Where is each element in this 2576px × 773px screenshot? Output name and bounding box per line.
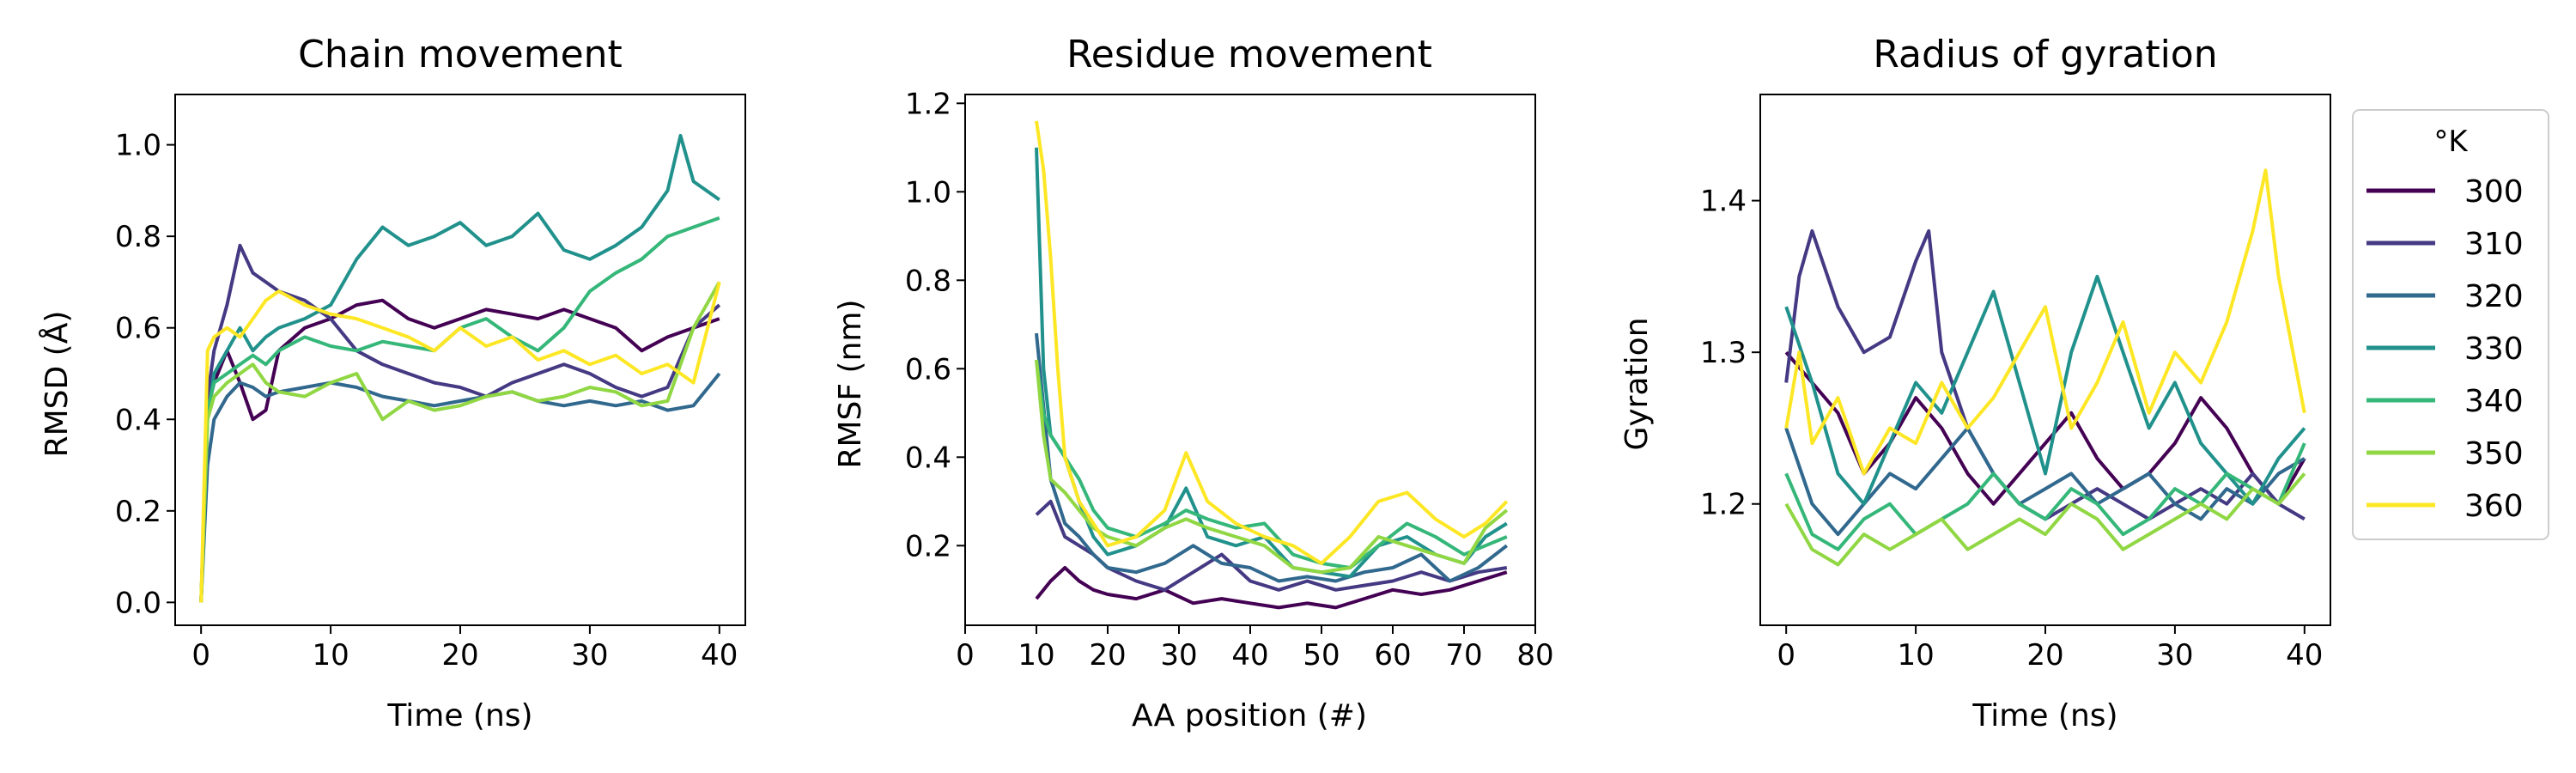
x-tick-label: 20 <box>441 638 478 673</box>
series-group <box>1784 168 2306 567</box>
x-tick-label: 30 <box>2156 638 2193 673</box>
y-axis-label: RMSD (Å) <box>38 311 75 458</box>
x-tick-label: 10 <box>1897 638 1934 673</box>
series-line-340 <box>199 216 720 603</box>
legend-label-330: 330 <box>2464 332 2524 367</box>
y-tick-label: 0.8 <box>905 264 951 298</box>
series-line-360 <box>1035 120 1509 565</box>
series-line-350 <box>199 281 721 603</box>
y-tick-label: 0.2 <box>115 495 161 529</box>
y-tick-label: 0.4 <box>115 403 161 437</box>
y-tick-label: 0.8 <box>115 220 161 254</box>
y-axis-label: RMSF (nm) <box>833 299 868 468</box>
legend-frame <box>2352 109 2549 540</box>
series-line-320 <box>1035 332 1509 583</box>
y-tick-label: 0.2 <box>905 529 951 563</box>
x-tick-label: 0 <box>956 638 975 673</box>
y-ticks: 0.0 0.2 0.4 0.6 0.8 1.0 <box>115 129 175 620</box>
x-tick-label: 20 <box>1089 638 1126 673</box>
series-line-300 <box>199 298 720 603</box>
series-line-300 <box>1035 566 1508 610</box>
series-line-330 <box>1784 274 2306 506</box>
y-tick-label: 1.0 <box>115 129 161 163</box>
y-ticks: 1.2 1.3 1.4 <box>1700 185 1760 522</box>
y-tick-label: 0.6 <box>115 312 161 346</box>
y-tick-label: 0.6 <box>905 352 951 386</box>
x-tick-label: 40 <box>1231 638 1268 673</box>
x-tick-label: 30 <box>571 638 608 673</box>
series-line-330 <box>1035 147 1508 579</box>
x-axis-label: AA position (#) <box>1132 698 1367 733</box>
y-tick-label: 0.4 <box>905 441 951 475</box>
series-line-320 <box>199 372 721 603</box>
legend-label-360: 360 <box>2464 489 2524 524</box>
x-tick-label: 50 <box>1303 638 1340 673</box>
x-tick-label: 20 <box>2026 638 2063 673</box>
y-ticks: 0.2 0.4 0.6 0.8 1.0 1.2 <box>905 87 965 563</box>
x-tick-label: 80 <box>1516 638 1553 673</box>
y-axis-label: Gyration <box>1619 317 1655 450</box>
chart-title: Radius of gyration <box>1873 33 2217 76</box>
plot-frame <box>964 94 1536 626</box>
chart-title: Residue movement <box>1066 33 1432 76</box>
series-line-340 <box>1035 359 1508 569</box>
series-line-320 <box>1784 426 2306 537</box>
chart-title: Chain movement <box>298 33 623 76</box>
x-axis-label: Time (ns) <box>1971 698 2117 733</box>
series-line-310 <box>199 243 721 603</box>
series-line-360 <box>1784 168 2306 476</box>
panel-radius-of-gyration: Radius of gyration Time (ns) Gyration 0 1… <box>1619 33 2331 733</box>
x-ticks: 0 10 20 30 40 50 60 70 80 <box>956 625 1554 673</box>
x-axis-label: Time (ns) <box>386 698 532 733</box>
x-tick-label: 0 <box>1777 638 1795 673</box>
y-tick-label: 0.0 <box>115 586 161 620</box>
series-line-330 <box>199 133 720 603</box>
x-ticks: 0 10 20 30 40 <box>1777 625 2323 673</box>
legend: °K 300 310 320 330 340 350 360 <box>2352 109 2549 540</box>
y-tick-label: 1.0 <box>905 175 951 210</box>
legend-items: 300 310 320 330 340 350 360 <box>2366 174 2524 524</box>
x-tick-label: 10 <box>1018 638 1054 673</box>
x-tick-label: 70 <box>1445 638 1482 673</box>
panel-chain-movement: Chain movement Time (ns) RMSD (Å) 0 10 20 3… <box>38 33 746 733</box>
series-group <box>199 133 721 603</box>
series-line-340 <box>1784 442 2306 551</box>
legend-label-320: 320 <box>2464 279 2524 314</box>
series-line-310 <box>1035 499 1508 592</box>
y-tick-label: 1.2 <box>905 87 951 121</box>
x-tick-label: 40 <box>2286 638 2323 673</box>
series-line-350 <box>1784 472 2306 567</box>
legend-label-300: 300 <box>2464 174 2524 210</box>
x-tick-label: 60 <box>1374 638 1411 673</box>
legend-title: °K <box>2433 125 2469 159</box>
x-tick-label: 30 <box>1160 638 1197 673</box>
series-line-360 <box>199 281 721 603</box>
series-group <box>1035 120 1509 610</box>
panel-residue-movement: Residue movement AA position (#) RMSF (n… <box>833 33 1554 733</box>
series-line-350 <box>1035 359 1509 575</box>
plot-frame <box>1759 94 2331 626</box>
legend-label-340: 340 <box>2464 384 2524 419</box>
x-tick-label: 0 <box>191 638 210 673</box>
x-tick-label: 40 <box>701 638 738 673</box>
x-ticks: 0 10 20 30 40 <box>191 625 738 673</box>
plot-frame <box>174 94 746 626</box>
x-tick-label: 10 <box>312 638 349 673</box>
legend-label-350: 350 <box>2464 436 2524 472</box>
series-line-300 <box>1784 350 2306 506</box>
y-tick-label: 1.3 <box>1700 336 1747 370</box>
y-tick-label: 1.2 <box>1700 488 1747 522</box>
y-tick-label: 1.4 <box>1700 185 1747 219</box>
legend-label-310: 310 <box>2464 227 2524 262</box>
